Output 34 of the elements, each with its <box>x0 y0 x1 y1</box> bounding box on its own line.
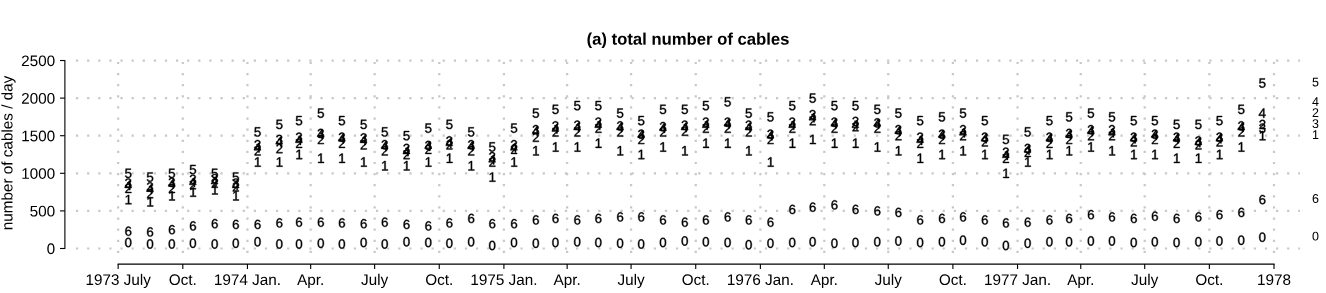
text: 6 <box>1312 194 1319 203</box>
x-tick-label: Apr. <box>297 274 323 289</box>
x-tick-label: 1978 <box>1258 274 1291 286</box>
y-tick-label: 0 <box>47 243 55 255</box>
text: 5 <box>1312 77 1319 87</box>
y-tick-label: 500 <box>30 205 55 217</box>
x-tick-label: Apr. <box>810 274 837 289</box>
x-tick-label: Oct. <box>682 274 709 286</box>
x-tick-label: 1975 Jan. <box>471 274 537 286</box>
x-tick-label: 1976 Jan. <box>727 274 793 286</box>
y-tick-label: 2500 <box>21 55 55 67</box>
y-tick-label: 2000 <box>21 92 55 104</box>
x-tick-label: July <box>1131 273 1159 289</box>
text: 1 <box>1312 130 1319 139</box>
text: 3 <box>1312 119 1319 129</box>
x-tick-label: 1974 Jan. <box>215 274 280 286</box>
text: 4 <box>1312 97 1319 106</box>
x-tick-label: July <box>874 273 902 289</box>
chart-title: (a) total number of cables <box>587 32 789 49</box>
x-tick-label: July <box>361 273 389 289</box>
y-tick-label: 1000 <box>22 168 55 179</box>
text: 0 <box>1312 231 1319 241</box>
x-tick-label: Oct. <box>169 274 196 286</box>
x-tick-label: Apr. <box>1067 274 1093 289</box>
x-tick-label: 1973 July <box>86 273 151 289</box>
x-tick-label: Oct. <box>1196 274 1222 286</box>
x-tick-label: July <box>617 273 645 289</box>
x-tick-label: 1977 Jan. <box>985 274 1050 286</box>
y-axis-title: number of cables / day <box>1 75 16 230</box>
y-tick-label: 1500 <box>22 130 55 142</box>
x-tick-label: Oct. <box>425 274 452 286</box>
x-tick-label: Oct. <box>939 274 966 286</box>
x-tick-label: Apr. <box>553 274 580 289</box>
text: 2 <box>1312 108 1319 117</box>
